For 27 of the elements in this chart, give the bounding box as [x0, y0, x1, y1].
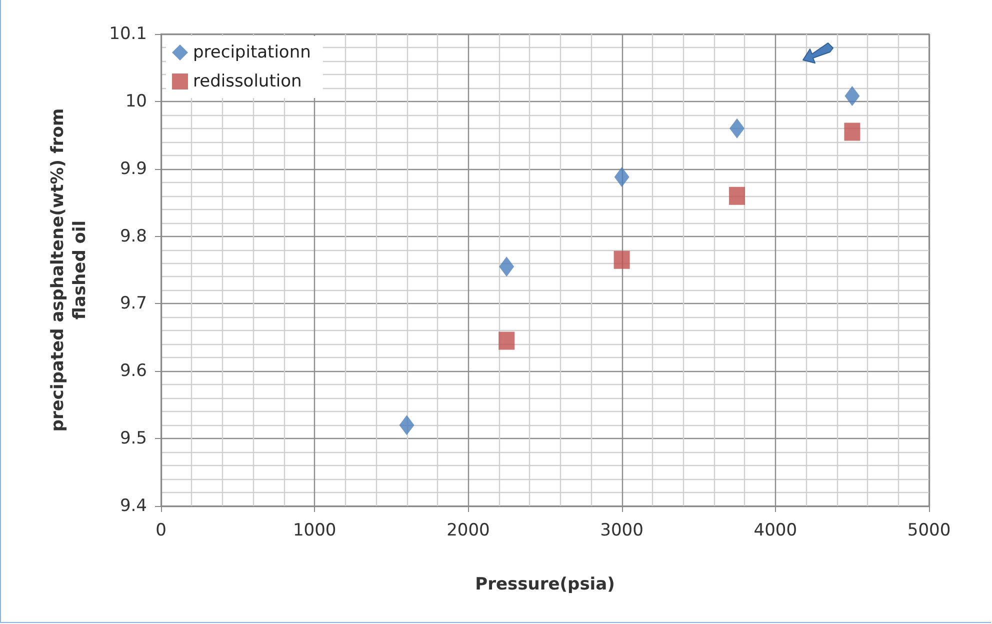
y-tick-label: 9.9	[120, 158, 147, 179]
point	[844, 122, 860, 141]
point	[499, 256, 514, 277]
point	[399, 415, 414, 436]
x-tick-label: 4000	[754, 520, 798, 540]
y-tick-label: 10.1	[109, 24, 147, 44]
y-tick-label: 9.7	[120, 294, 147, 314]
x-tick-label: 3000	[600, 520, 644, 540]
point	[614, 166, 630, 187]
point	[729, 186, 745, 205]
point	[730, 118, 744, 138]
y-tick-label: 9.6	[120, 361, 147, 382]
y-tick-label: 10	[125, 91, 147, 112]
point	[844, 86, 860, 106]
y-axis-title: precipated asphaltene(wt%) from flashed oil	[48, 108, 90, 432]
x-tick-label: 0	[156, 520, 166, 540]
y-tick-label: 9.5	[120, 428, 147, 449]
point	[498, 332, 515, 350]
y-tick-label: 9.4	[120, 496, 147, 516]
legend-label: precipitationn	[193, 42, 311, 62]
legend-label: redissolution	[193, 72, 302, 92]
x-tick-label: 5000	[907, 520, 951, 540]
point	[614, 250, 630, 269]
x-tick-label: 1000	[292, 520, 336, 540]
x-tick-label: 2000	[446, 520, 490, 540]
x-axis-title: Pressure(psia)	[475, 574, 615, 594]
y-tick-label: 9.8	[120, 226, 147, 246]
